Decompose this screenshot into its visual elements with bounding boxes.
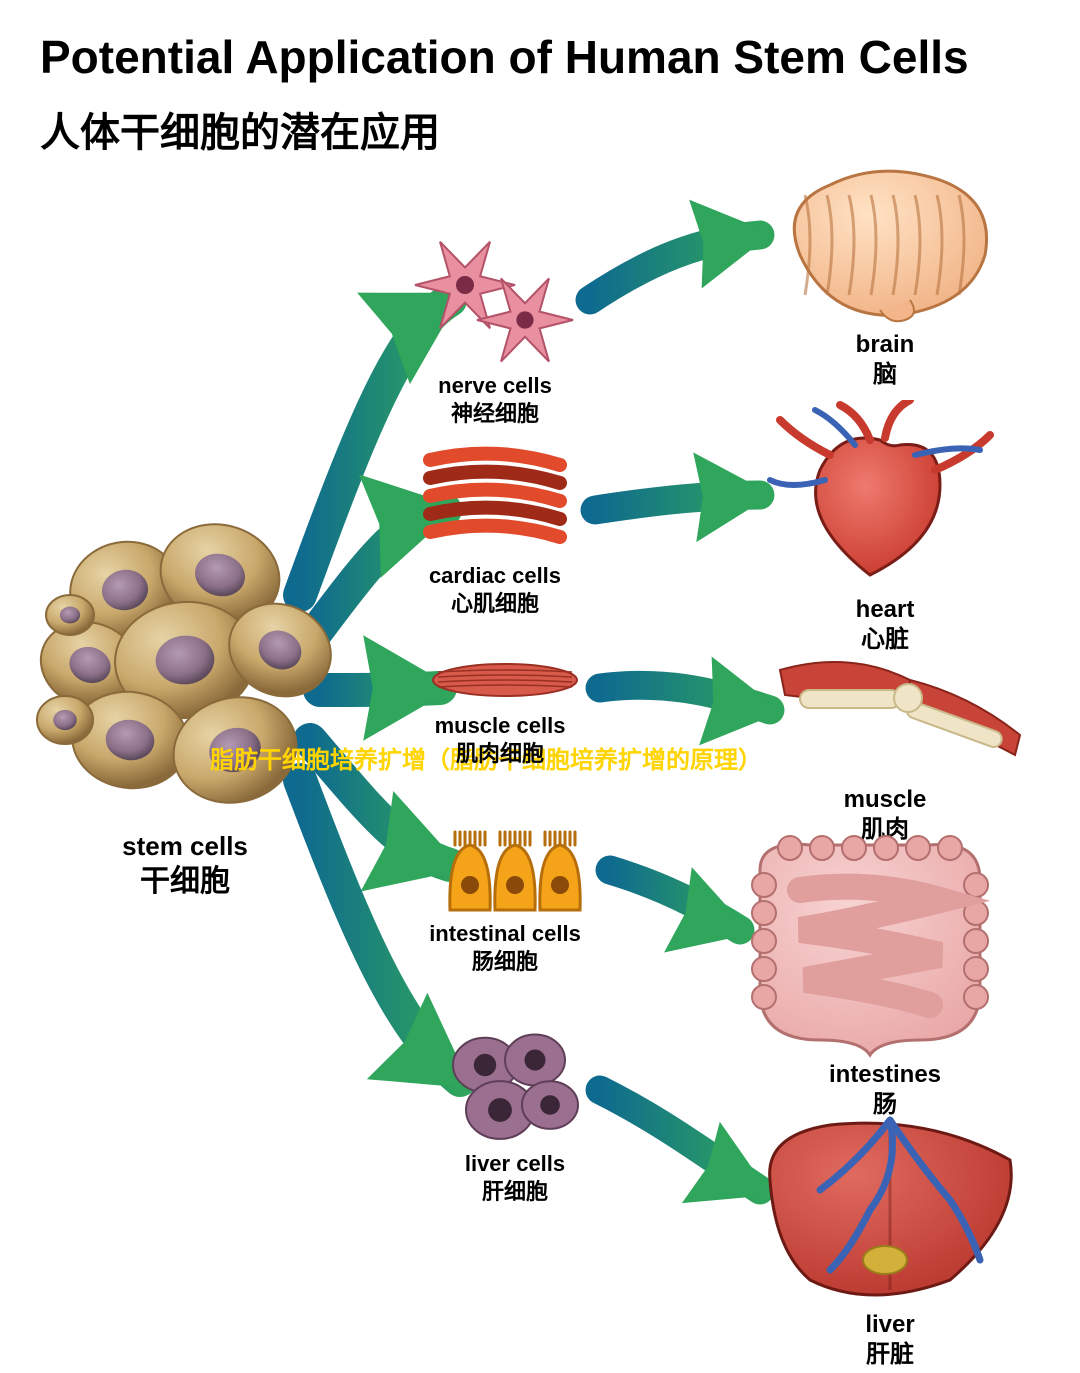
heart-label-en: heart: [800, 595, 970, 625]
cardiac-cells-label-en: cardiac cells: [400, 562, 590, 590]
cardiac-cells-label: cardiac cells心肌细胞: [400, 562, 590, 617]
liverOrgan-label-cn: 肝脏: [810, 1340, 970, 1370]
brain-label-en: brain: [800, 330, 970, 360]
title-english: Potential Application of Human Stem Cell…: [40, 30, 969, 84]
liverOrgan-label-en: liver: [810, 1310, 970, 1340]
stem-cells-illustration: [30, 520, 340, 820]
intestines-label-en: intestines: [790, 1060, 980, 1090]
intestinal-cells-label-cn: 肠细胞: [400, 948, 610, 976]
title-chinese: 人体干细胞的潜在应用: [40, 100, 440, 158]
nerve-cells-label-cn: 神经细胞: [405, 400, 585, 428]
liver-cells-label: liver cells肝细胞: [430, 1150, 600, 1205]
stem-cells-label: stem cells 干细胞: [75, 830, 295, 900]
intestinal-cells-illustration: [440, 810, 590, 920]
nerve-cells-label: nerve cells神经细胞: [405, 372, 585, 427]
liverOrgan-label: liver肝脏: [810, 1310, 970, 1370]
muscle-cells-label-en: muscle cells: [405, 712, 595, 740]
liver-cells-illustration: [440, 1020, 590, 1150]
diagram-canvas: Potential Application of Human Stem Cell…: [0, 0, 1080, 1373]
muscleOrgan-illustration: [770, 640, 1030, 780]
brain-label: brain脑: [800, 330, 970, 390]
cardiac-cells-illustration: [420, 440, 570, 560]
cardiac-cells-label-cn: 心肌细胞: [400, 590, 590, 618]
brain-label-cn: 脑: [800, 360, 970, 390]
liver-cells-label-cn: 肝细胞: [430, 1178, 600, 1206]
liverOrgan-illustration: [750, 1110, 1030, 1310]
brain-illustration: [770, 155, 1000, 325]
muscleOrgan-label-en: muscle: [800, 785, 970, 815]
nerve-cells-illustration: [410, 230, 580, 370]
heart-illustration: [760, 400, 1000, 590]
muscle-cells-illustration: [430, 650, 580, 710]
intestines-illustration: [720, 830, 1020, 1060]
nerve-cells-label-en: nerve cells: [405, 372, 585, 400]
stem-cells-label-cn: 干细胞: [75, 863, 295, 901]
intestinal-cells-label: intestinal cells肠细胞: [400, 920, 610, 975]
stem-cells-label-en: stem cells: [75, 830, 295, 863]
liver-cells-label-en: liver cells: [430, 1150, 600, 1178]
muscle-cells-label: muscle cells肌肉细胞: [405, 712, 595, 767]
muscle-cells-label-cn: 肌肉细胞: [405, 740, 595, 768]
intestinal-cells-label-en: intestinal cells: [400, 920, 610, 948]
